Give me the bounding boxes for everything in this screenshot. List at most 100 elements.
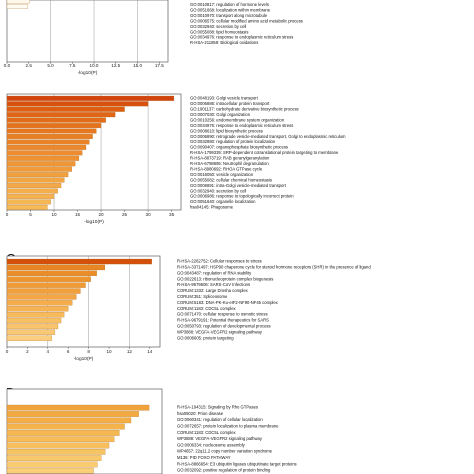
bar xyxy=(6,199,51,205)
bar xyxy=(6,323,59,330)
bar xyxy=(6,264,106,271)
bar xyxy=(6,150,83,156)
bar xyxy=(6,106,125,112)
x-axis-label: -log10(P) xyxy=(74,356,94,362)
bar xyxy=(6,101,149,107)
bar xyxy=(6,3,29,9)
category-label: CORUM:1183: CDC5L complex xyxy=(177,306,237,311)
category-label: GO:0055082: cellular chemical homeostasi… xyxy=(190,177,272,182)
category-label: GO:0032940: secretion by cell xyxy=(190,24,246,29)
category-label: GO:0050793: regulation of developmental … xyxy=(177,324,271,329)
category-label: R-HSA-6798695: Neutrophil degranulation xyxy=(190,161,269,166)
category-label: GO:0071470: cellular response to osmotic… xyxy=(177,312,268,317)
bar xyxy=(6,306,69,312)
x-tick-label: 15.0 xyxy=(133,63,142,68)
bar xyxy=(6,467,94,474)
bar xyxy=(6,0,30,4)
bar xyxy=(6,204,48,210)
category-label: GO:0016050: vesicle organization xyxy=(190,172,254,177)
category-label: GO:0006891: intra-Golgi vesicle-mediated… xyxy=(190,183,287,188)
bar xyxy=(6,455,102,461)
bar xyxy=(6,270,97,276)
x-tick-label: 35 xyxy=(169,212,175,217)
plot-frame xyxy=(6,0,169,63)
bar xyxy=(6,161,76,167)
category-label: CORUM:1183: CDC5L complex xyxy=(177,430,237,435)
category-label: GO:0006575: cellular modified amino acid… xyxy=(190,18,303,23)
category-label: CORUM:1332: Large Drosha complex xyxy=(177,288,249,293)
category-label: GO:0051640: organelle localization xyxy=(190,199,256,204)
category-label: GO:0010970: transport along microtubule xyxy=(190,13,268,18)
category-label: R-HSA-8873719: RAB geranylgeranylation xyxy=(190,156,270,161)
category-label: GO:1901137: carbohydrate derivative bios… xyxy=(190,107,299,112)
x-tick-label: 25 xyxy=(122,212,128,217)
x-tick-label: 8 xyxy=(87,349,90,354)
bar xyxy=(6,317,62,324)
bar xyxy=(6,404,150,411)
bar xyxy=(6,172,69,178)
category-label: R-HSA-9679191: Potential therapeutics fo… xyxy=(177,318,269,323)
category-label: GO:0060341: regulation of cellular local… xyxy=(177,417,263,422)
x-tick-label: 6 xyxy=(67,349,70,354)
category-label: GO:0032940: secretion by cell xyxy=(190,188,246,193)
bar xyxy=(6,436,115,443)
category-label: GO:0010817: regulation of hormone levels xyxy=(190,2,269,7)
bar xyxy=(6,300,73,306)
category-label: GO:0010256: endomembrane system organiza… xyxy=(190,117,285,122)
category-label: GO:0090407: organophosphate biosynthetic… xyxy=(190,145,288,150)
category-label: GO:0034976: response to endoplasmic reti… xyxy=(190,35,293,40)
category-label: GO:0072657: protein localization to plas… xyxy=(177,424,279,429)
x-tick-label: 12.5 xyxy=(111,63,120,68)
category-label: GO:0055088: lipid homeostasis xyxy=(190,29,248,34)
bar xyxy=(6,329,56,335)
x-tick-label: 14 xyxy=(147,349,153,354)
bar xyxy=(6,193,55,199)
x-tick-label: 12 xyxy=(127,349,133,354)
category-label: GO:0051668: localization within membrane xyxy=(190,7,271,12)
bar xyxy=(6,411,139,417)
category-label: M136: PID FOXO PATHWAY xyxy=(177,455,231,460)
category-label: hsa05020: Prion disease xyxy=(177,411,224,416)
category-label: R-HSA-1799339: SRP-dependent cotranslati… xyxy=(190,150,339,155)
category-label: GO:0006886: intracellular protein transp… xyxy=(190,101,270,106)
category-label: WP3888: VEGFA-VEGFR2 signaling pathway xyxy=(177,436,263,441)
x-tick-label: 17.5 xyxy=(155,63,164,68)
category-label: GO:0006605: protein targeting xyxy=(177,335,234,340)
bar xyxy=(6,166,73,172)
bar xyxy=(6,448,106,455)
bar xyxy=(6,282,86,288)
bar xyxy=(6,417,132,424)
category-label: GO:0022613: ribonucleoprotein complex bi… xyxy=(177,276,273,281)
bar xyxy=(6,276,91,282)
x-tick-label: 2.5 xyxy=(26,63,33,68)
x-tick-label: 20 xyxy=(98,212,104,217)
category-label: GO:0032880: regulation of protein locali… xyxy=(190,139,276,144)
category-label: R-HSA-194315: Signaling by Rho GTPases xyxy=(177,405,258,410)
category-label: CORUM:5183: DNA-PK-Ku-eIF2-NF90-NF45 com… xyxy=(177,300,279,305)
x-tick-label: 0 xyxy=(6,212,9,217)
bar xyxy=(6,258,152,265)
category-label: CORUM:351: Spliceosome xyxy=(177,294,228,299)
bar xyxy=(6,294,77,300)
category-label: GO:0032092: positive regulation of prote… xyxy=(177,468,271,473)
bar xyxy=(6,430,120,436)
x-tick-label: 2 xyxy=(26,349,29,354)
category-label: R-HSA-3371497: HSP90 chaperone cycle for… xyxy=(177,265,371,270)
bar xyxy=(6,139,90,145)
bar xyxy=(6,423,125,430)
bar xyxy=(6,288,81,294)
x-tick-label: 5.0 xyxy=(47,63,54,68)
bar xyxy=(6,117,106,123)
x-axis-label: -log10(P) xyxy=(84,219,104,225)
x-tick-label: 10.0 xyxy=(90,63,99,68)
category-label: WP4657: 22q11.2 copy number variation sy… xyxy=(177,449,273,454)
bar xyxy=(6,183,62,189)
category-label: hsa04145: Phagosome xyxy=(190,205,234,210)
bar xyxy=(6,112,116,118)
category-label: GO:0007030: Golgi organization xyxy=(190,112,251,117)
category-label: GO:0008610: lipid biosynthetic process xyxy=(190,128,263,133)
x-tick-label: 10 xyxy=(106,349,112,354)
category-label: WP3888: VEGFA-VEGFR2 signaling pathway xyxy=(177,329,263,334)
bar xyxy=(6,442,110,449)
